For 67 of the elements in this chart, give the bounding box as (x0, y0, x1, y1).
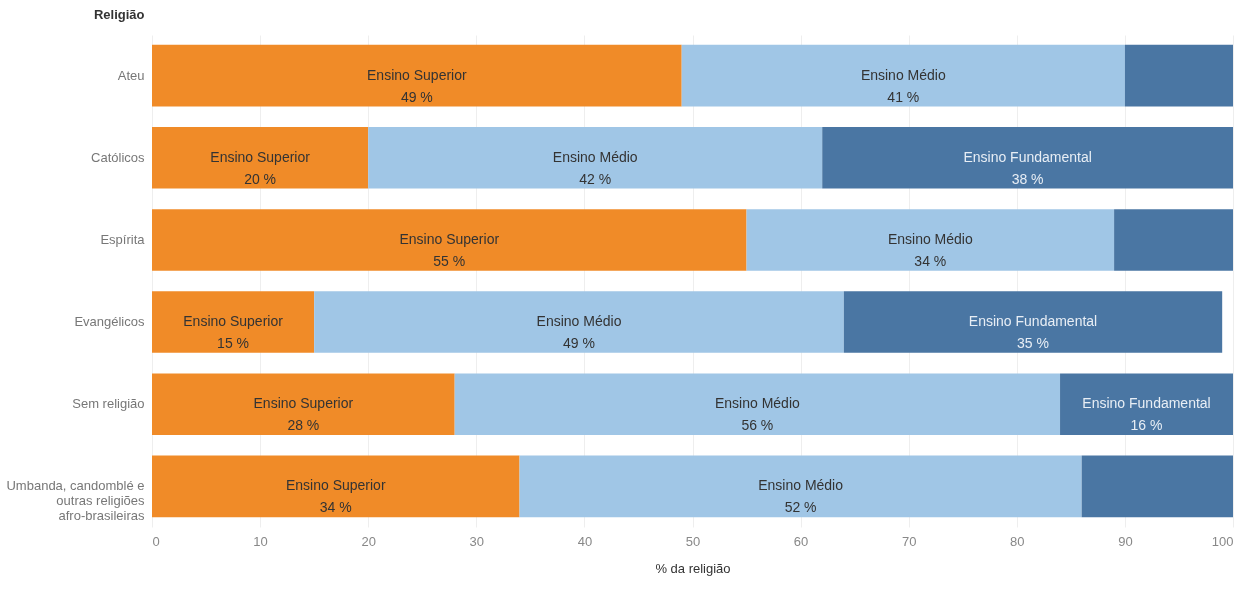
bar (746, 209, 1115, 271)
data-label: 56 % (741, 417, 774, 434)
data-label: 42 % (579, 170, 612, 187)
y-axis-title: Religião (93, 6, 145, 22)
data-label: 38 % (1011, 170, 1044, 187)
x-tick-label: 80 (1010, 533, 1025, 549)
y-tick-label: Ateu (117, 67, 145, 83)
series-label: Ensino Fundamental (963, 148, 1092, 165)
bar (519, 455, 1082, 518)
x-tick-label: 90 (1118, 533, 1133, 549)
data-label: 49 % (563, 335, 595, 352)
data-label: 49 % (400, 88, 433, 105)
data-label: 52 % (784, 499, 817, 516)
text: Ensino Superior (253, 395, 354, 412)
data-label: 15 % (217, 335, 250, 352)
text: Ensino Médio (536, 313, 622, 330)
bar (1081, 455, 1233, 518)
bar (368, 126, 823, 189)
bar (152, 291, 315, 353)
x-tick-label: 60 (793, 533, 809, 549)
data-label: 34 % (914, 252, 947, 269)
y-tick-label: Umbanda, candomblé e outras religiões afro-brasileiras (6, 478, 145, 524)
bar (152, 209, 747, 271)
bar (681, 44, 1125, 107)
x-axis-title: % da religião (655, 560, 731, 576)
x-tick-label: 40 (577, 533, 593, 549)
x-tick-label: 100 (1211, 533, 1234, 549)
x-tick-label: 0 (152, 533, 160, 549)
series-label: Ensino Médio (758, 477, 844, 494)
data-label: 28 % (287, 417, 320, 434)
text: Ensino Superior (210, 148, 310, 165)
data-label: 34 % (319, 499, 352, 516)
bar (1114, 209, 1233, 271)
x-tick-label: 10 (253, 533, 268, 549)
data-label: 20 % (244, 170, 277, 187)
y-tick-label: Sem religião (72, 396, 145, 412)
x-tick-label: 30 (469, 533, 485, 549)
series-label: Ensino Superior (285, 477, 386, 494)
text: Ensino Médio (714, 395, 800, 412)
bar (1060, 373, 1233, 436)
data-label: 41 % (887, 88, 920, 105)
x-tick-label: 20 (361, 533, 376, 549)
text: Ensino Fundamental (968, 313, 1098, 330)
text: Ensino Médio (860, 66, 946, 83)
y-tick-label: Evangélicos (74, 314, 145, 330)
x-tick-label: 50 (685, 533, 701, 549)
text: Ensino Fundamental (1082, 395, 1211, 412)
bar (152, 373, 455, 436)
text: Ensino Médio (887, 230, 973, 247)
bar (152, 455, 520, 518)
y-tick-label: Católicos (91, 149, 145, 165)
bar (1124, 44, 1233, 107)
bar (822, 126, 1233, 189)
y-tick-label: Espírita (100, 231, 146, 247)
x-tick-label: 70 (901, 533, 917, 549)
data-label: 55 % (433, 252, 466, 269)
bar (152, 44, 682, 107)
text: Ensino Superior (367, 66, 467, 83)
bar (843, 291, 1223, 353)
data-label: 35 % (1017, 335, 1049, 352)
text: Ensino Superior (399, 230, 500, 247)
bar (152, 126, 369, 189)
bar (454, 373, 1061, 436)
text: Ensino Superior (183, 313, 283, 330)
text: Ensino Médio (552, 148, 638, 165)
data-label: 16 % (1130, 417, 1163, 434)
bar (314, 291, 844, 353)
